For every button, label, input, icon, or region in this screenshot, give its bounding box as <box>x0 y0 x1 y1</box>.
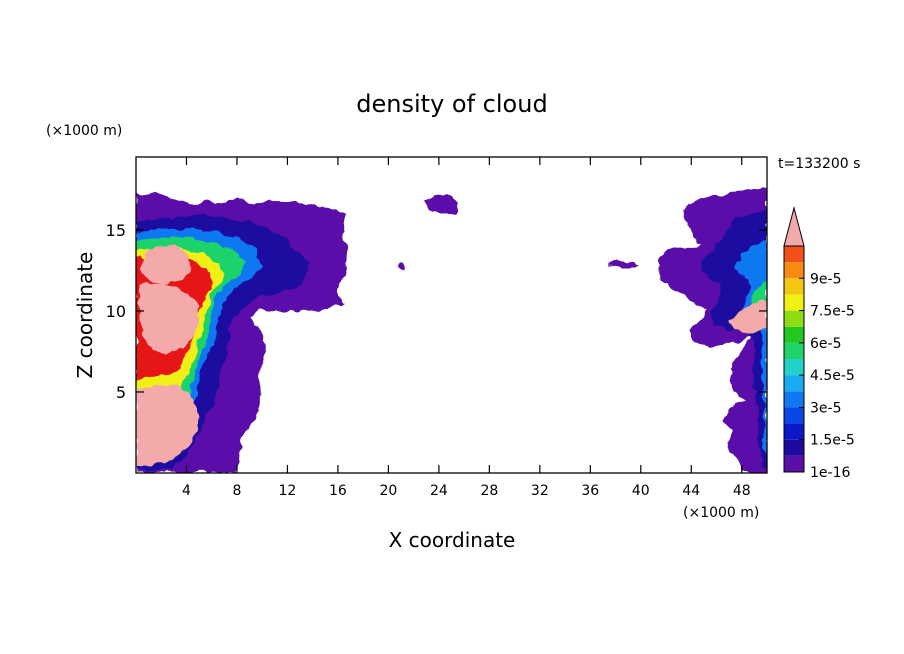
cloud-density-field <box>136 188 767 473</box>
x-tick-label: 8 <box>232 483 241 499</box>
z-tick-label: 10 <box>106 302 126 321</box>
colorbar-swatch <box>784 423 804 440</box>
cloud-right-max <box>730 300 767 334</box>
colorbar-swatch <box>784 294 804 311</box>
colorbar-swatch <box>784 439 804 456</box>
colorbar-swatch <box>784 326 804 343</box>
colorbar-tick-label: 1.5e-5 <box>810 433 855 449</box>
z-unit-label: (×1000 m) <box>46 123 122 139</box>
colorbar-swatch <box>784 246 804 263</box>
x-tick-label: 32 <box>531 483 549 499</box>
x-tick-label: 12 <box>279 483 297 499</box>
x-tick-label: 20 <box>379 483 397 499</box>
x-axis-title: X coordinate <box>389 528 516 552</box>
colorbar-swatch <box>784 455 804 472</box>
x-tick-label: 24 <box>430 483 448 499</box>
x-tick-label: 40 <box>632 483 650 499</box>
x-tick-label: 36 <box>581 483 599 499</box>
x-tick-label: 48 <box>733 483 751 499</box>
z-axis: 5 10 15 <box>106 221 767 402</box>
chart-title: density of cloud <box>356 90 547 118</box>
cloud-cell-x24 <box>424 196 460 216</box>
colorbar-swatch <box>784 342 804 359</box>
colorbar-tick-label: 3e-5 <box>810 400 841 416</box>
x-unit-label: (×1000 m) <box>683 505 759 521</box>
cloud-cell-x21 <box>398 262 404 268</box>
colorbar-tick-label: 1e-16 <box>810 465 850 481</box>
colorbar-frame <box>783 245 805 473</box>
z-axis-title: Z coordinate <box>73 252 97 379</box>
x-axis: 4 8 12 16 20 24 28 32 36 40 44 48 <box>182 157 751 499</box>
colorbar-swatch <box>784 359 804 376</box>
colorbar-tick-label: 9e-5 <box>810 271 841 287</box>
colorbar-swatch <box>784 391 804 408</box>
colorbar-swatch <box>784 375 804 392</box>
colorbar: 1e-16 1.5e-5 3e-5 4.5e-5 6e-5 7.5e-5 9e-5 <box>783 206 855 481</box>
z-tick-label: 5 <box>116 383 126 402</box>
x-tick-label: 44 <box>682 483 700 499</box>
cloud-cell-x38 <box>608 261 640 268</box>
colorbar-swatch <box>784 262 804 279</box>
colorbar-extend-arrow <box>783 206 805 247</box>
cloud-left-upper-max <box>142 246 190 284</box>
colorbar-tick-label: 4.5e-5 <box>810 368 855 384</box>
x-tick-label: 16 <box>329 483 347 499</box>
colorbar-swatch <box>784 407 804 424</box>
x-tick-label: 28 <box>480 483 498 499</box>
colorbar-tick-label: 7.5e-5 <box>810 304 855 320</box>
colorbar-tick-label: 6e-5 <box>810 336 841 352</box>
time-label: t=133200 s <box>778 156 860 172</box>
plot-frame <box>135 156 768 474</box>
colorbar-swatch <box>784 310 804 327</box>
cloud-left-mid-max <box>140 283 200 355</box>
x-tick-label: 4 <box>182 483 191 499</box>
colorbar-swatch <box>784 278 804 295</box>
z-tick-label: 15 <box>106 221 126 240</box>
cloud-left-lower-max <box>136 384 198 466</box>
